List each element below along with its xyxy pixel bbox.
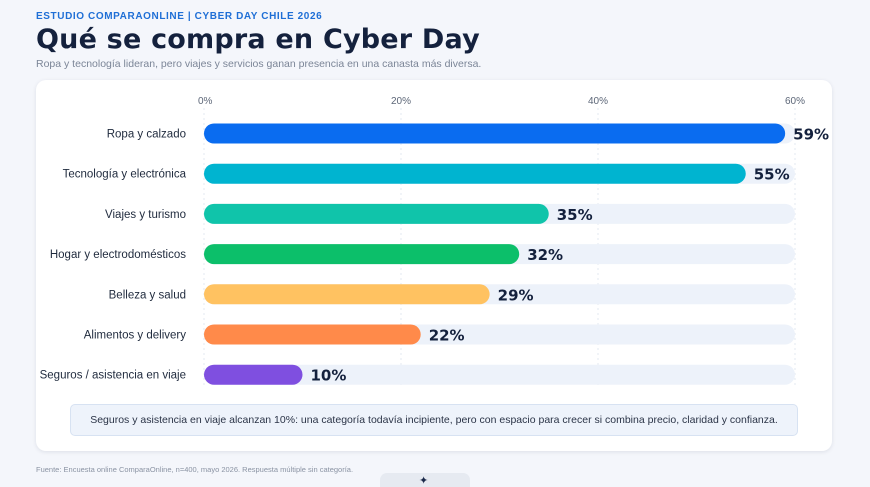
category-label: Belleza y salud bbox=[109, 289, 186, 301]
x-tick-label: 0% bbox=[198, 96, 213, 107]
bar bbox=[204, 244, 520, 265]
page-title: Qué se compra en Cyber Day bbox=[36, 24, 480, 55]
bar bbox=[204, 364, 303, 385]
x-tick-label: 20% bbox=[391, 96, 411, 107]
bar bbox=[204, 203, 549, 224]
report-eyebrow: ESTUDIO COMPARAONLINE | CYBER DAY CHILE … bbox=[36, 11, 323, 22]
data-label: 22% bbox=[429, 327, 465, 345]
bar bbox=[204, 163, 746, 184]
bar bbox=[204, 284, 490, 305]
data-label: 35% bbox=[557, 206, 593, 224]
category-label: Ropa y calzado bbox=[107, 129, 186, 141]
page-subtitle: Ropa y tecnología lideran, pero viajes y… bbox=[36, 58, 482, 70]
x-tick-label: 60% bbox=[785, 96, 805, 107]
data-label: 32% bbox=[527, 246, 563, 264]
bar-track bbox=[204, 364, 795, 385]
category-label: Tecnología y electrónica bbox=[63, 169, 187, 181]
insight-note: Seguros y asistencia en viaje alcanzan 1… bbox=[70, 404, 798, 436]
category-label: Viajes y turismo bbox=[105, 209, 186, 221]
data-label: 59% bbox=[793, 126, 829, 144]
category-label: Alimentos y delivery bbox=[84, 330, 187, 342]
category-label: Seguros / asistencia en viaje bbox=[40, 370, 186, 382]
x-tick-label: 40% bbox=[588, 96, 608, 107]
star-icon: ✦ bbox=[419, 475, 429, 487]
bar bbox=[204, 123, 786, 144]
data-label: 29% bbox=[498, 286, 534, 304]
bar bbox=[204, 324, 421, 345]
source-note: Fuente: Encuesta online ComparaOnline, n… bbox=[36, 465, 354, 474]
category-label: Hogar y electrodomésticos bbox=[50, 249, 186, 261]
data-label: 10% bbox=[311, 367, 347, 385]
data-label: 55% bbox=[754, 166, 790, 184]
